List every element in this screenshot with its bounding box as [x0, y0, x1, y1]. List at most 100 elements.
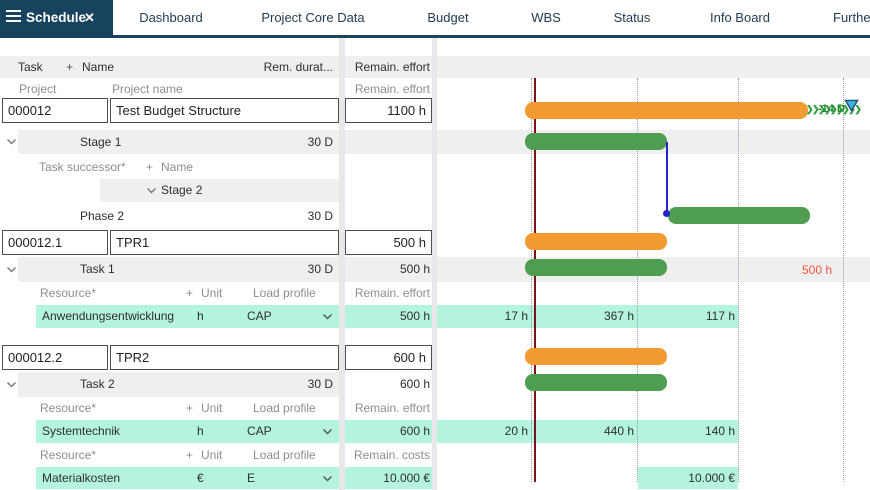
resource3-name[interactable]: Materialkosten — [42, 471, 121, 485]
task1-bar[interactable] — [525, 259, 667, 276]
col-header-name[interactable]: Name — [82, 60, 115, 74]
stage2-successor-row[interactable]: Stage 2 — [100, 179, 339, 202]
subheader-project: Project — [19, 82, 57, 96]
stage1-bar[interactable] — [525, 133, 667, 150]
month-gridline — [531, 78, 532, 482]
tab-further[interactable]: Furthe — [833, 10, 870, 25]
link-connector-dot — [663, 210, 670, 217]
schedule-grid: Task + Name Rem. durat... Remain. effort… — [0, 38, 870, 490]
resource3-row[interactable]: Materialkosten € E — [36, 467, 339, 489]
task1-duration: 30 D — [307, 262, 333, 276]
resource1-load-profile[interactable]: CAP — [247, 309, 272, 323]
resource2-row[interactable]: Systemtechnik h CAP — [36, 420, 339, 443]
project-buffer-label: -14 D — [818, 103, 845, 115]
col-header-remain-effort[interactable]: Remain. effort — [345, 56, 432, 78]
gantt-panel: FEB MAR APR MAY ❯❯❯❯❯❯❯❯❯ -14 D — [437, 38, 870, 490]
plus-icon[interactable]: + — [186, 286, 194, 300]
tab-status[interactable]: Status — [613, 10, 651, 25]
resource3-costs-cell[interactable]: 10.000 € — [345, 467, 432, 489]
chevron-down-icon[interactable] — [6, 138, 17, 145]
task2-row[interactable]: Task 2 30 D — [18, 372, 339, 397]
resource-header-row: Resource* + Unit Load profile — [0, 399, 339, 418]
tab-project-core-data[interactable]: Project Core Data — [261, 10, 365, 25]
resource2-mar-load[interactable]: 440 h — [603, 424, 634, 438]
column-gap-effort — [339, 38, 345, 490]
project-summary-bar[interactable] — [525, 102, 808, 119]
tab-dashboard[interactable]: Dashboard — [139, 10, 203, 25]
task2-bar[interactable] — [525, 374, 667, 391]
plus-icon[interactable]: + — [186, 448, 194, 462]
resource-header-label: Resource* — [40, 286, 97, 300]
chevron-down-icon[interactable] — [322, 428, 333, 435]
resource1-apr-load[interactable]: 117 h — [705, 309, 735, 323]
resource-header-remain-effort: Remain. effort — [354, 401, 430, 415]
resource2-apr-load[interactable]: 140 h — [704, 424, 735, 438]
tpr2-name-field[interactable] — [110, 345, 339, 370]
menu-icon[interactable] — [6, 10, 21, 23]
resource2-unit[interactable]: h — [197, 424, 204, 438]
phase2-row[interactable]: Phase 2 30 D — [0, 204, 339, 228]
resource1-load-band — [437, 305, 738, 328]
resource1-mar-load[interactable]: 367 h — [603, 309, 634, 323]
resource2-load-profile[interactable]: CAP — [247, 424, 272, 438]
resource1-effort-cell[interactable]: 500 h — [345, 305, 432, 328]
chevron-down-icon[interactable] — [6, 381, 17, 388]
resource1-unit[interactable]: h — [197, 309, 204, 323]
resource-header-label: Resource* — [40, 401, 97, 415]
stage1-row[interactable]: Stage 1 30 D — [18, 130, 339, 154]
tpr2-bar[interactable] — [525, 348, 667, 365]
resource3-unit[interactable]: € — [197, 471, 204, 485]
resource2-load-band — [437, 420, 738, 443]
resource2-feb-load[interactable]: 20 h — [504, 424, 528, 438]
phase2-duration: 30 D — [307, 209, 333, 223]
col-header-task[interactable]: Task — [18, 60, 43, 74]
tab-budget[interactable]: Budget — [427, 10, 469, 25]
resource-header-load-profile: Load profile — [253, 448, 316, 462]
tpr1-effort-field[interactable] — [345, 230, 432, 255]
resource3-apr-costs[interactable]: 10.000 € — [688, 471, 735, 485]
tpr1-name-field[interactable] — [110, 230, 339, 255]
resource1-row[interactable]: Anwendungsentwicklung h CAP — [36, 305, 339, 328]
project-id-field[interactable] — [2, 98, 108, 123]
successor-header-name: Name — [161, 160, 194, 174]
project-name-field[interactable] — [110, 98, 339, 123]
month-gridline — [843, 78, 844, 482]
resource-header-unit: Unit — [201, 286, 223, 300]
stage1-effort-cell — [345, 130, 432, 154]
resource-header-load-profile: Load profile — [253, 286, 316, 300]
tab-wbs[interactable]: WBS — [531, 10, 561, 25]
close-icon[interactable]: ✕ — [84, 10, 95, 25]
chevron-down-icon[interactable] — [322, 475, 333, 482]
phase2-bar[interactable] — [668, 207, 810, 224]
resource3-load-profile[interactable]: E — [247, 471, 256, 485]
col-header-rem-duration[interactable]: Rem. durat... — [263, 60, 333, 74]
task2-duration: 30 D — [307, 377, 333, 391]
tpr1-id-field[interactable] — [2, 230, 108, 255]
schedule-end-marker-icon[interactable] — [844, 99, 859, 112]
resource2-effort-cell[interactable]: 600 h — [345, 420, 432, 443]
resource2-name[interactable]: Systemtechnik — [42, 424, 121, 438]
today-line — [534, 78, 536, 482]
plus-icon[interactable]: + — [66, 60, 74, 74]
task1-effort-cell: 500 h — [345, 257, 432, 282]
plus-icon[interactable]: + — [146, 160, 154, 174]
tab-schedule[interactable]: Schedule ✕ — [0, 0, 113, 35]
chevron-down-icon[interactable] — [146, 187, 157, 194]
buffer-chevrons-icon: ❯❯❯❯❯❯❯❯❯ — [806, 104, 862, 114]
plus-icon[interactable]: + — [186, 401, 194, 415]
chevron-down-icon[interactable] — [6, 266, 17, 273]
project-effort-field[interactable] — [345, 98, 432, 123]
task1-name: Task 1 — [80, 262, 115, 276]
tpr2-effort-field[interactable] — [345, 345, 432, 370]
chevron-down-icon[interactable] — [322, 313, 333, 320]
successor-header-row: Task successor* + Name — [0, 157, 339, 177]
tab-info-board[interactable]: Info Board — [710, 10, 770, 25]
tpr1-bar[interactable] — [525, 233, 667, 250]
resource-header-remain-effort: Remain. effort — [354, 286, 430, 300]
task2-name: Task 2 — [80, 377, 115, 391]
resource1-name[interactable]: Anwendungsentwicklung — [42, 309, 175, 323]
tpr2-id-field[interactable] — [2, 345, 108, 370]
resource1-feb-load[interactable]: 17 h — [504, 309, 528, 323]
task1-row[interactable]: Task 1 30 D — [18, 257, 339, 282]
